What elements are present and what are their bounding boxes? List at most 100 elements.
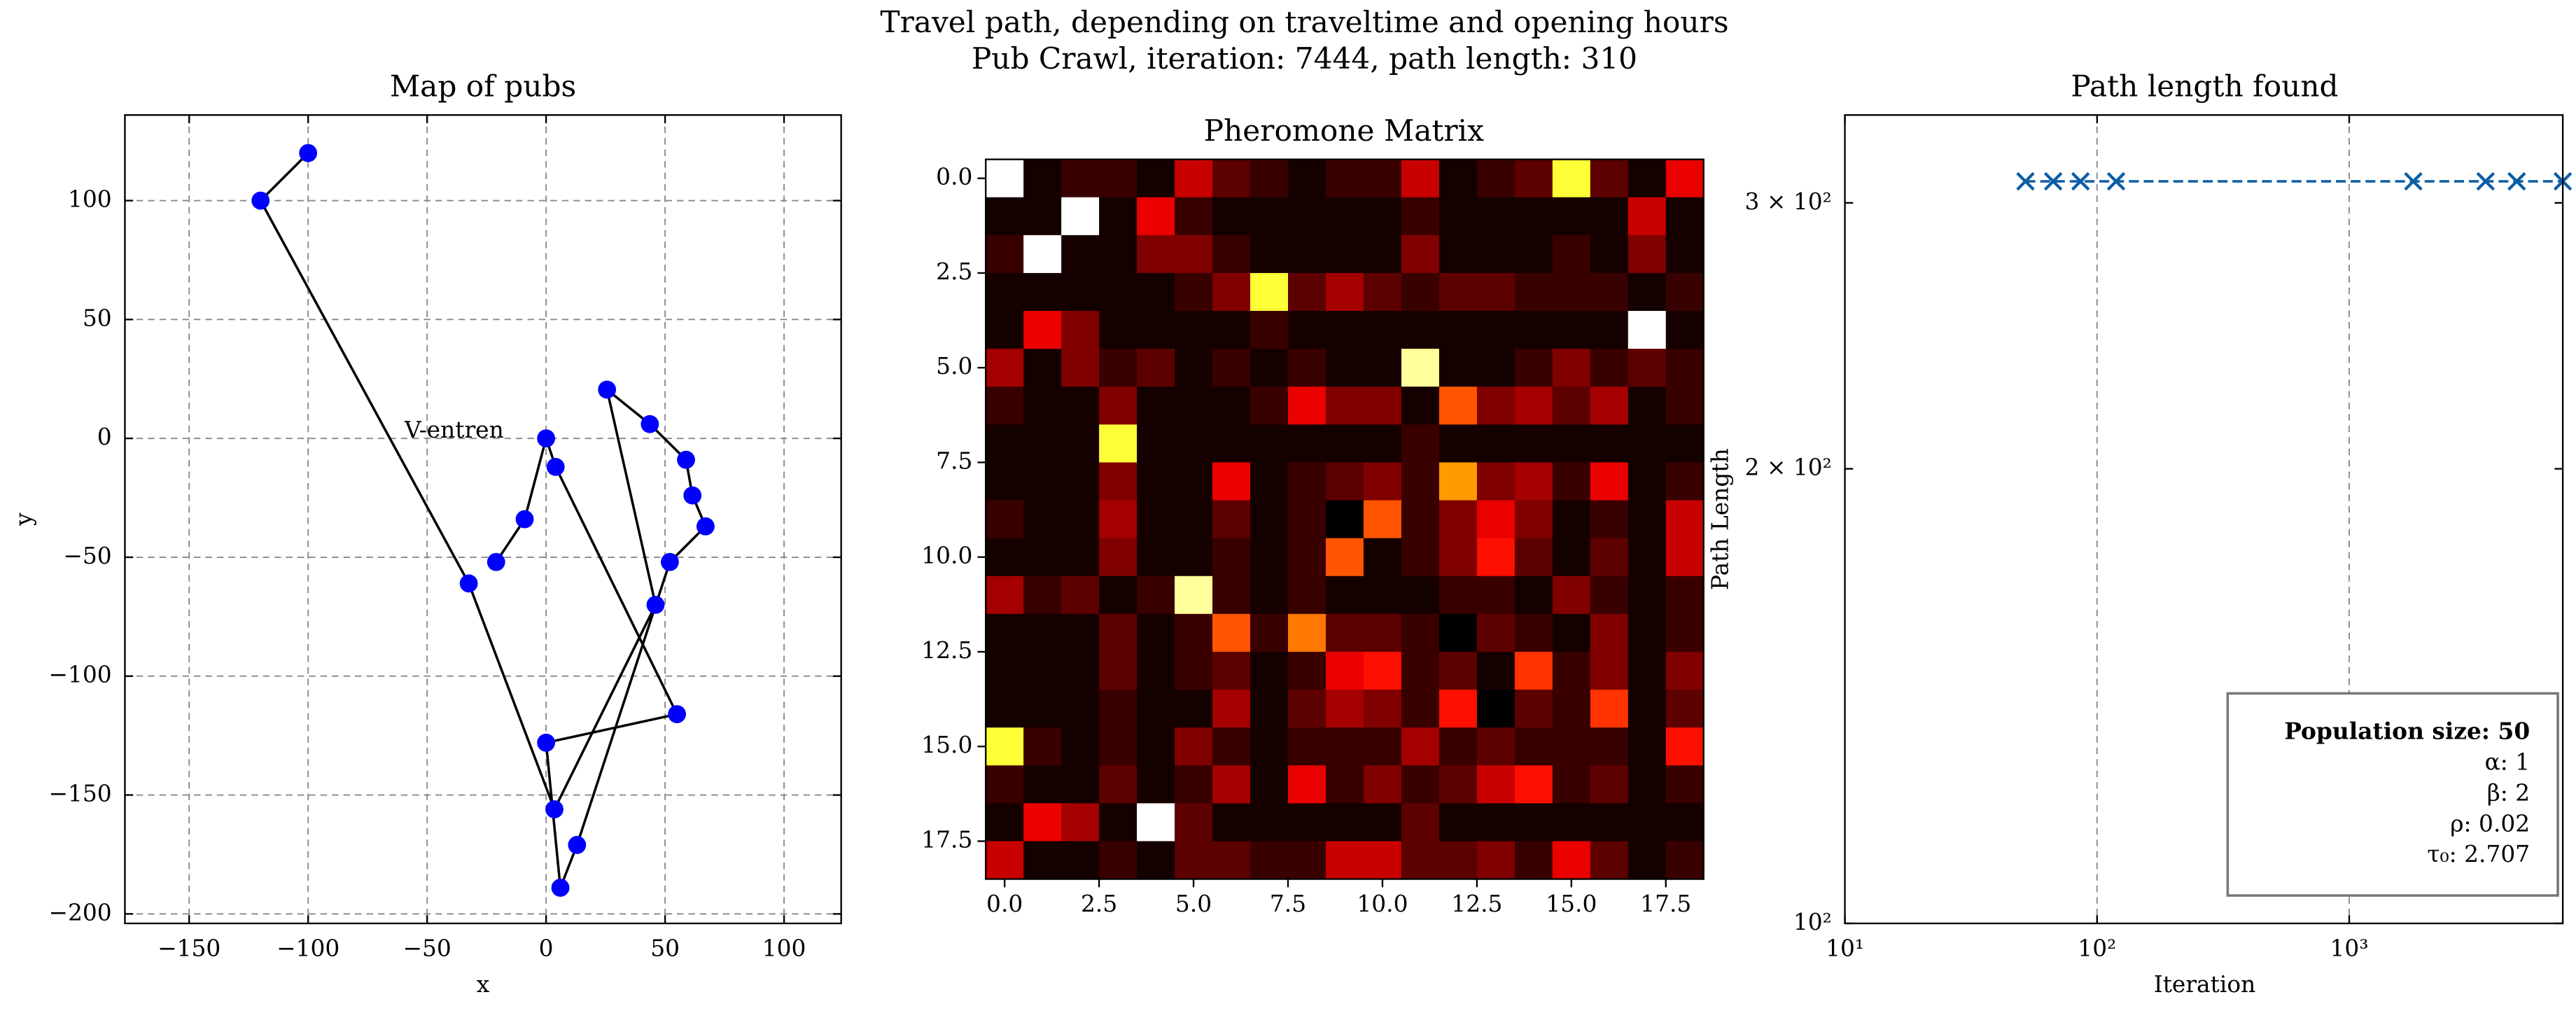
figure-title: Travel path, depending on traveltime and…	[880, 5, 1728, 39]
heatmap-cell	[1099, 613, 1138, 653]
pub-point	[551, 879, 570, 897]
pub-point	[546, 457, 565, 476]
heatmap-cell	[1552, 576, 1591, 615]
pub-point	[640, 414, 659, 433]
heatmap-cell	[1476, 613, 1516, 653]
heatmap-cell	[1175, 803, 1213, 842]
heatmap-cell	[1552, 765, 1591, 804]
heatmap-cell	[1250, 613, 1289, 653]
heatmap-cell	[1590, 424, 1629, 463]
heatmap-cell	[1438, 159, 1478, 198]
pub-point	[661, 552, 679, 571]
heatmap-cell	[1438, 803, 1478, 842]
heatmap-cell	[1023, 311, 1062, 349]
heatmap-cell	[1061, 311, 1100, 349]
heatmap-cell	[1137, 690, 1175, 728]
y-tick-label: 10.0	[921, 543, 972, 569]
marker	[2404, 172, 2423, 191]
x-axis-label: x	[477, 971, 490, 998]
heatmap-cell	[1665, 311, 1704, 349]
heatmap-cell	[1137, 500, 1175, 539]
heatmap-cell	[1476, 841, 1516, 880]
chart-title: Path length found	[2071, 69, 2338, 104]
info-box	[2226, 692, 2559, 897]
heatmap-cell	[1288, 727, 1326, 766]
heatmap-cell	[1099, 765, 1138, 804]
heatmap-cell	[1137, 424, 1175, 463]
heatmap-cell	[1137, 841, 1175, 880]
axes-frame	[124, 114, 842, 925]
heatmap-cell	[1552, 727, 1591, 766]
heatmap-cell	[1212, 803, 1251, 842]
heatmap-cell	[1250, 311, 1289, 349]
heatmap-cell	[1514, 690, 1553, 728]
heatmap-cell	[1552, 651, 1591, 690]
y-tick-label: 3 × 10²	[1745, 188, 1832, 215]
heatmap-cell	[1175, 651, 1213, 690]
heatmap-cell	[1590, 311, 1629, 349]
heatmap-cell	[1590, 613, 1629, 653]
heatmap-cell	[1552, 613, 1591, 653]
heatmap-cell	[1552, 462, 1591, 501]
heatmap-cell	[1250, 159, 1289, 198]
heatmap-cell	[1628, 272, 1667, 312]
heatmap-cell	[1137, 272, 1175, 312]
heatmap-cell	[1325, 576, 1364, 615]
x-tick-label: −50	[403, 935, 451, 961]
heatmap-cell	[1514, 841, 1553, 880]
heatmap-cell	[1438, 765, 1478, 804]
heatmap-cell	[1250, 651, 1289, 690]
x-tick-label: 0	[539, 935, 554, 961]
x-tick-label: 15.0	[1546, 891, 1597, 917]
heatmap-cell	[1514, 386, 1553, 426]
heatmap-cell	[1476, 349, 1516, 387]
heatmap-cell	[1363, 349, 1402, 387]
heatmap-cell	[1590, 538, 1629, 577]
heatmap-cell	[1061, 500, 1100, 539]
x-tick-label: 10¹	[1826, 935, 1864, 961]
x-tick-label: −100	[276, 935, 340, 961]
heatmap-cell	[1023, 576, 1062, 615]
heatmap-cell	[1061, 462, 1100, 501]
heatmap-cell	[986, 651, 1024, 690]
y-tick-label: 0	[97, 424, 112, 450]
heatmap-cell	[1401, 311, 1440, 349]
heatmap-cell	[1175, 462, 1213, 501]
pub-point	[545, 800, 564, 818]
heatmap-cell	[1363, 690, 1402, 728]
heatmap-cell	[1438, 197, 1478, 236]
heatmap-cell	[1137, 349, 1175, 387]
heatmap-cell	[1137, 311, 1175, 349]
heatmap-cell	[1325, 424, 1364, 463]
heatmap-cell	[1137, 462, 1175, 501]
heatmap-cell	[1628, 462, 1667, 501]
x-axis-label: Iteration	[2154, 971, 2256, 998]
heatmap-cell	[1552, 235, 1591, 274]
heatmap-cell	[1628, 311, 1667, 349]
heatmap-cell	[1061, 159, 1100, 198]
heatmap-cell	[1363, 765, 1402, 804]
heatmap-cell	[1023, 841, 1062, 880]
heatmap-cell	[1137, 651, 1175, 690]
heatmap-cell	[1438, 727, 1478, 766]
heatmap-cell	[1061, 424, 1100, 463]
heatmap-cell	[1099, 576, 1138, 615]
heatmap-cell	[1552, 349, 1591, 387]
heatmap-cell	[1325, 197, 1364, 236]
heatmap-cell	[1628, 841, 1667, 880]
heatmap-cell	[986, 349, 1024, 387]
heatmap-cell	[1175, 841, 1213, 880]
y-tick-label: 12.5	[921, 637, 972, 664]
heatmap-cell	[1514, 349, 1553, 387]
heatmap-cell	[986, 424, 1024, 463]
heatmap-cell	[1438, 841, 1478, 880]
heatmap-cell	[1061, 803, 1100, 842]
heatmap-cell	[1212, 690, 1251, 728]
heatmap-cell	[986, 613, 1024, 653]
heatmap-cell	[1401, 727, 1440, 766]
heatmap-cell	[1401, 841, 1440, 880]
heatmap-cell	[1665, 462, 1704, 501]
heatmap-cell	[1212, 651, 1251, 690]
heatmap-cell	[1363, 803, 1402, 842]
heatmap-cell	[1325, 500, 1364, 539]
